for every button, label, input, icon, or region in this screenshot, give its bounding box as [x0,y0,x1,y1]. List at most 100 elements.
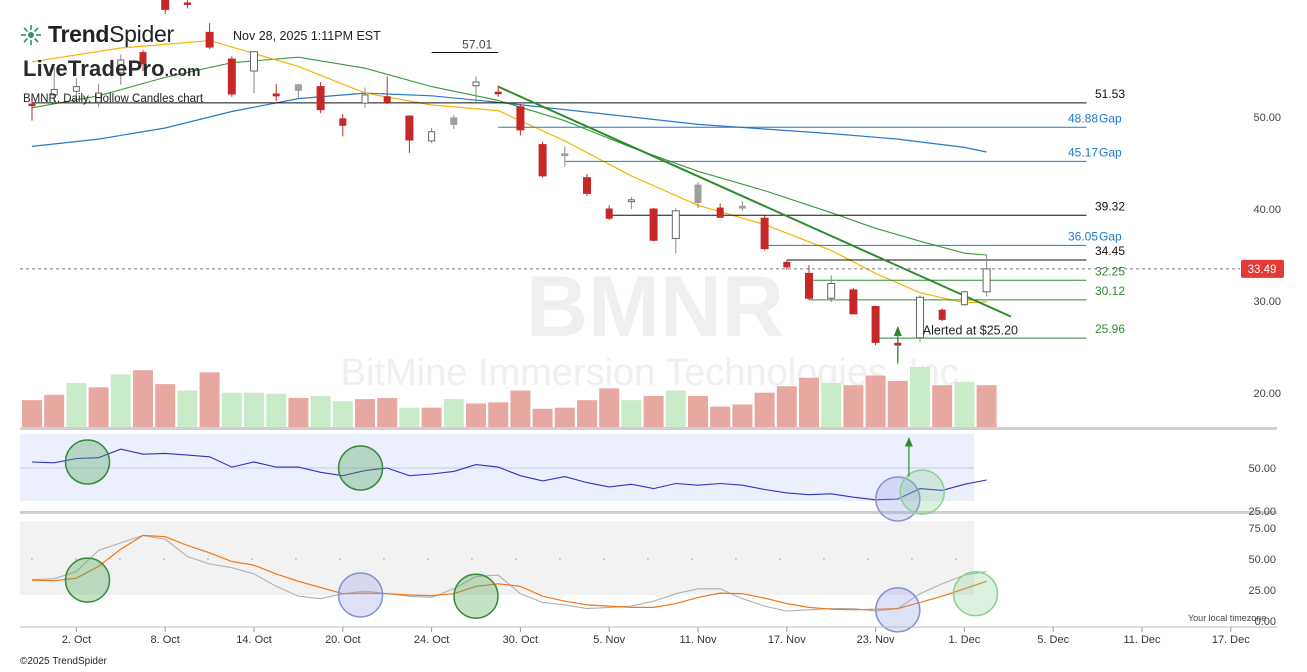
candle-body[interactable] [50,88,58,96]
volume-bar [865,375,886,428]
level-label: 51.53 [1095,87,1125,101]
stoch-signal-marker[interactable] [952,570,999,617]
brand-name-part1: Trend [48,21,110,47]
candle-body[interactable] [960,291,968,306]
downtrend-line[interactable] [497,85,1012,318]
stoch-midline-dot [295,558,297,560]
volume-bar [710,406,731,428]
candle-body[interactable] [605,208,613,219]
candle-body[interactable] [28,103,36,107]
candle-body[interactable] [738,205,746,209]
volume-bar [932,385,953,428]
candle-body[interactable] [227,58,236,95]
candle-body[interactable] [250,51,258,72]
date-axis-tick: 17. Nov [768,634,806,646]
candle-body[interactable] [405,115,414,141]
level-label: 57.01 [462,38,492,52]
alert-arrow-icon [893,325,902,336]
stoch-signal-marker[interactable] [337,572,384,618]
timezone-note: Your local timezone [1188,613,1267,623]
sma-mid-line [31,56,987,256]
candle-body[interactable] [272,93,280,97]
candle-body[interactable] [383,96,391,103]
candle-body[interactable] [982,268,991,293]
level-label: 32.25 [1095,264,1125,278]
candle-body[interactable] [294,84,302,91]
candle-body[interactable] [716,207,724,218]
volume-bar [754,392,775,428]
candle-body[interactable] [827,283,836,299]
price-axis-tick: 40.00 [1253,204,1281,216]
candle-body[interactable] [849,289,858,315]
date-axis-tick: 24. Oct [414,634,449,646]
candle-body[interactable] [783,261,791,268]
date-axis-tick: 14. Oct [236,634,271,646]
volume-bar [577,400,597,428]
candle-body[interactable] [938,309,946,320]
candle-body[interactable] [139,52,147,65]
candle-body[interactable] [450,117,458,125]
date-axis-tick: 20. Oct [325,634,360,646]
rsi-signal-marker[interactable] [64,439,111,485]
candle-body[interactable] [916,296,924,339]
volume-bar [310,395,331,428]
candle-body[interactable] [72,86,80,92]
volume-bar [355,399,375,428]
candle-body[interactable] [627,199,635,203]
stoch-midline-dot [691,558,693,560]
candle-body[interactable] [161,0,170,10]
candle-body[interactable] [205,31,214,48]
volume-bar [421,407,442,428]
rsi-signal-marker[interactable] [337,445,384,491]
candle-body[interactable] [760,217,769,250]
level-gap-suffix: Gap [1099,145,1122,159]
candle-body[interactable] [339,118,347,126]
candle-body[interactable] [183,2,191,5]
candle-body[interactable] [494,91,502,95]
stoch-midline-dot [163,558,165,560]
rsi-signal-marker[interactable] [899,469,945,515]
volume-bar [599,388,620,428]
candle-body[interactable] [538,144,547,177]
candle-body[interactable] [671,210,680,239]
date-axis-tick: 2. Oct [62,634,91,646]
stoch-axis-tick: 0.00 [1255,616,1276,628]
candle-body[interactable] [561,153,569,157]
rsi-axis-tick: 25.00 [1248,506,1276,518]
stoch-signal-marker[interactable] [64,557,111,603]
current-price-label: 33.49 [1248,264,1277,276]
stoch-signal-marker[interactable] [875,587,921,633]
candle-body[interactable] [649,208,658,241]
volume-bar [133,370,153,428]
candle-body[interactable] [871,306,880,343]
date-axis-tick: 8. Oct [151,634,180,646]
candle-body[interactable] [95,92,103,103]
stoch-midline-dot [911,558,913,560]
candle-body[interactable] [694,184,702,204]
candle-body[interactable] [428,131,436,142]
candle-body[interactable] [361,94,369,104]
volume-bar [466,403,486,428]
candle-body[interactable] [583,177,591,194]
volume-bar [66,383,87,428]
level-gap-suffix: Gap [1099,229,1122,243]
sma-slow-line [31,92,987,153]
volume-bar [22,400,42,428]
stoch-midline-dot [251,558,253,560]
stoch-signal-marker[interactable] [453,573,499,619]
chart-description-label: BMNR, Daily, Hollow Candles chart [23,93,204,105]
volume-bar [665,390,686,428]
level-label: 48.88 [1068,111,1098,125]
volume-bar [976,385,997,428]
copyright-notice: ©2025 TrendSpider [20,656,107,667]
level-label: 25.96 [1095,322,1125,336]
ticker-watermark: BMNR [526,259,784,355]
candle-body[interactable] [516,106,525,131]
volume-bar [377,398,398,428]
candle-body[interactable] [805,272,813,299]
candle-body[interactable] [316,86,325,111]
stoch-midline-dot [383,558,385,560]
candle-body[interactable] [117,59,125,74]
candle-body[interactable] [472,81,480,87]
